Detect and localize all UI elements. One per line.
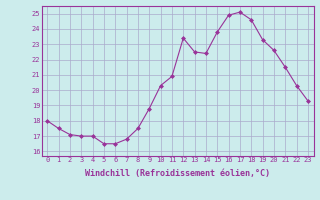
X-axis label: Windchill (Refroidissement éolien,°C): Windchill (Refroidissement éolien,°C) bbox=[85, 169, 270, 178]
